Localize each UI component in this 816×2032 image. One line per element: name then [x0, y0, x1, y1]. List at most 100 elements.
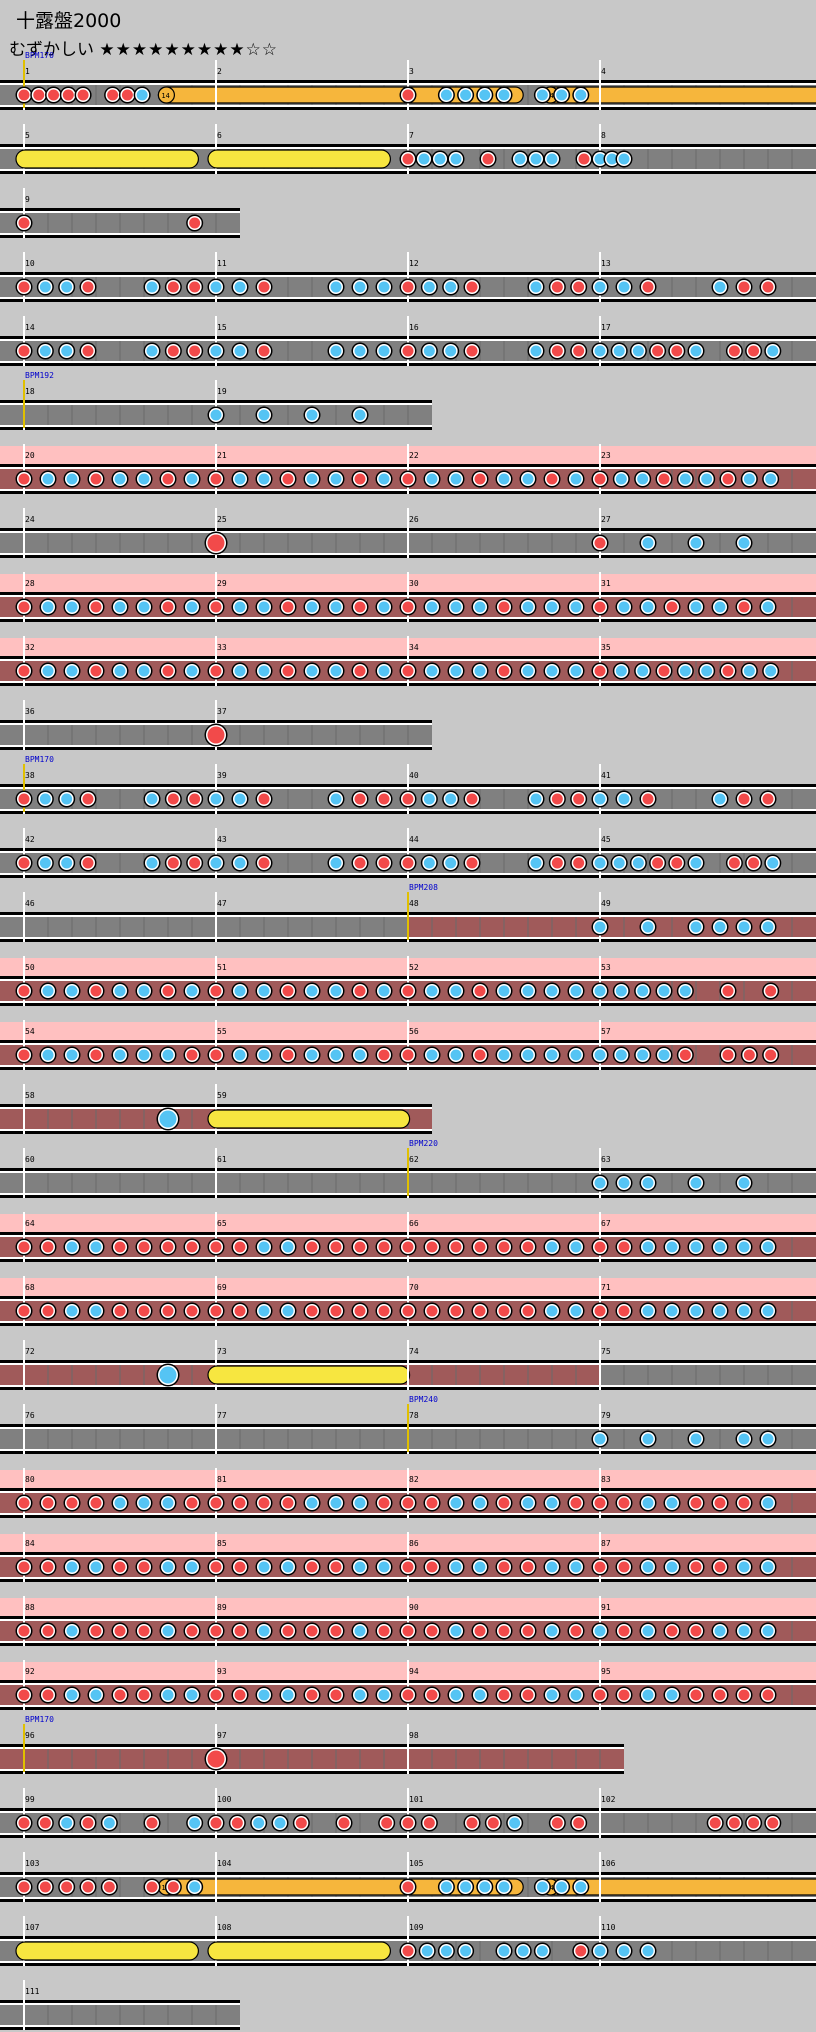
don-fill	[594, 1561, 606, 1573]
ka-fill	[274, 1817, 286, 1829]
ka-fill	[378, 345, 390, 357]
don-fill	[498, 1241, 510, 1253]
ka-fill	[282, 1689, 294, 1701]
ka-fill	[354, 1625, 366, 1637]
ka-fill	[765, 473, 777, 485]
measure-number: 55	[217, 1027, 227, 1036]
don-fill	[231, 1817, 243, 1829]
ka-fill	[330, 665, 342, 677]
don-fill	[167, 857, 179, 869]
ka-fill	[522, 1497, 534, 1509]
don-fill	[306, 1561, 318, 1573]
don-fill	[90, 1625, 102, 1637]
ka-fill	[42, 1049, 54, 1061]
don-fill	[138, 1561, 150, 1573]
measure-number: 5	[25, 131, 30, 140]
measure-number: 30	[409, 579, 419, 588]
don-fill	[402, 601, 414, 613]
ka-fill	[330, 985, 342, 997]
ka-fill	[450, 1625, 462, 1637]
don-fill	[18, 985, 30, 997]
bpm-label: BPM170	[25, 755, 54, 764]
ka-fill	[530, 153, 542, 165]
ka-fill	[738, 1305, 750, 1317]
don-fill	[402, 665, 414, 677]
don-fill	[426, 1561, 438, 1573]
ka-fill	[498, 1881, 510, 1893]
don-fill	[354, 1305, 366, 1317]
ka-fill	[234, 793, 246, 805]
measure-number: 31	[601, 579, 611, 588]
ka-fill	[450, 1561, 462, 1573]
ka-fill	[767, 345, 779, 357]
don-fill	[466, 281, 478, 293]
ka-fill	[445, 281, 457, 293]
ka-fill	[762, 601, 774, 613]
don-fill	[258, 793, 270, 805]
ka-fill	[66, 601, 78, 613]
measure-number: 93	[217, 1667, 227, 1676]
ka-fill	[632, 345, 644, 357]
ka-fill	[234, 601, 246, 613]
ka-fill	[61, 857, 73, 869]
ka-fill	[679, 665, 691, 677]
ka-fill	[679, 985, 691, 997]
don-fill	[282, 665, 294, 677]
ka-fill	[66, 1049, 78, 1061]
ka-fill	[546, 985, 558, 997]
measure-number: 62	[409, 1155, 419, 1164]
ka-fill	[594, 153, 606, 165]
ka-fill	[642, 1433, 654, 1445]
don-fill	[402, 1241, 414, 1253]
ka-fill	[354, 409, 366, 421]
ka-fill	[306, 665, 318, 677]
ka-fill	[714, 921, 726, 933]
don-fill	[114, 1241, 126, 1253]
measure-number: 96	[25, 1731, 35, 1740]
don-fill	[551, 793, 563, 805]
ka-fill	[530, 345, 542, 357]
don-fill	[189, 345, 201, 357]
ka-fill	[162, 1049, 174, 1061]
don-fill	[282, 601, 294, 613]
measure-number: 63	[601, 1155, 611, 1164]
don-fill	[66, 1497, 78, 1509]
don-fill	[186, 1049, 198, 1061]
measure-number: 79	[601, 1411, 611, 1420]
don-fill	[90, 665, 102, 677]
ka-fill	[546, 1241, 558, 1253]
measure-number: 26	[409, 515, 419, 524]
ka-fill	[575, 1881, 587, 1893]
ka-fill	[570, 985, 582, 997]
ka-fill	[330, 345, 342, 357]
don-fill	[354, 473, 366, 485]
don-fill	[378, 1049, 390, 1061]
measure-number: 64	[25, 1219, 35, 1228]
ka-fill	[666, 1241, 678, 1253]
don-fill	[282, 473, 294, 485]
measure-number: 71	[601, 1283, 611, 1292]
don-fill	[498, 1625, 510, 1637]
measure-number: 80	[25, 1475, 35, 1484]
don-fill	[658, 473, 670, 485]
don-fill	[18, 1625, 30, 1637]
don-fill	[402, 1305, 414, 1317]
ka-fill	[378, 281, 390, 293]
ka-fill	[642, 1497, 654, 1509]
ka-fill	[42, 601, 54, 613]
don-fill	[426, 1689, 438, 1701]
don-fill	[306, 1305, 318, 1317]
don-fill	[722, 985, 734, 997]
measure-number: 60	[25, 1155, 35, 1164]
don-fill	[728, 345, 740, 357]
measure-number: 40	[409, 771, 419, 780]
ka-fill	[234, 985, 246, 997]
measure-number: 32	[25, 643, 35, 652]
don-fill	[594, 537, 606, 549]
ka-fill	[474, 601, 486, 613]
difficulty-stars: ★★★★★★★★★☆☆	[99, 40, 279, 60]
don-fill	[551, 281, 563, 293]
ka-fill	[460, 1881, 472, 1893]
ka-fill	[39, 857, 51, 869]
don-fill	[18, 1497, 30, 1509]
